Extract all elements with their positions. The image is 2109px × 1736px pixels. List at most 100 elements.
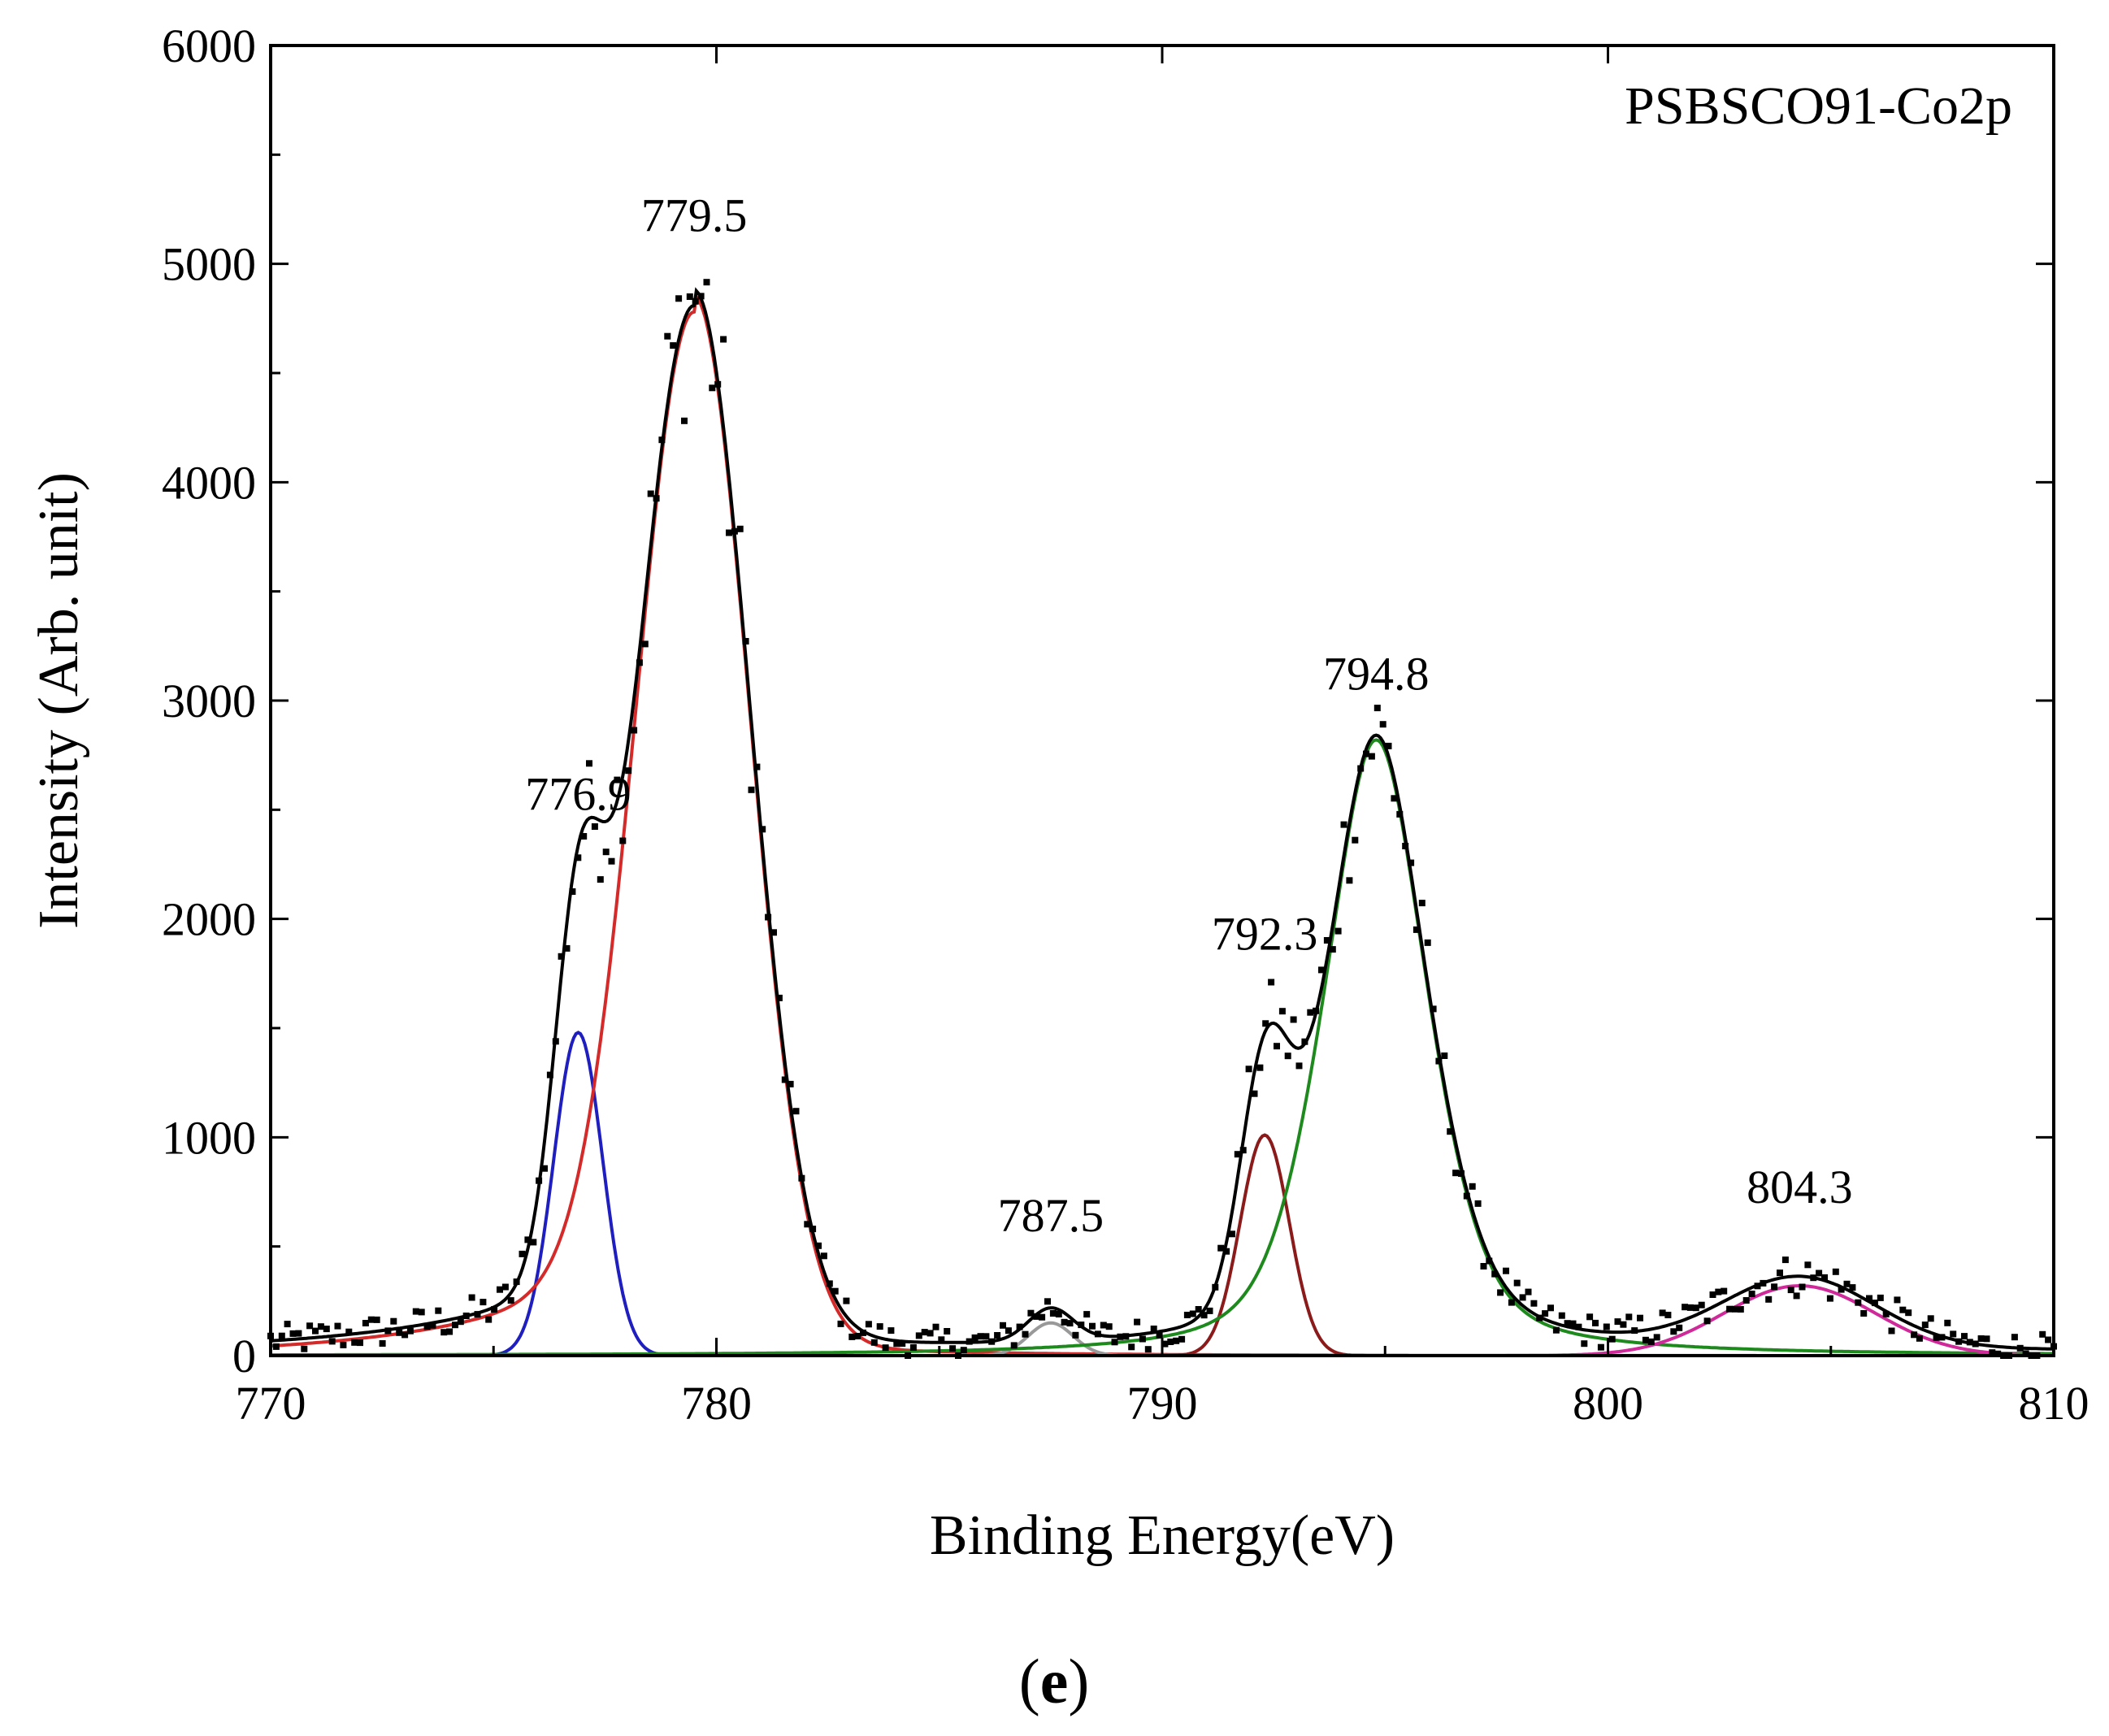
data-point	[1083, 1311, 1091, 1318]
annotation-peak-787-5: 787.5	[998, 1189, 1104, 1242]
data-point	[664, 332, 671, 340]
data-point	[653, 495, 660, 502]
data-point	[949, 1345, 957, 1352]
data-point	[1664, 1312, 1672, 1318]
data-point	[1966, 1339, 1973, 1346]
data-point	[792, 1108, 800, 1115]
data-point	[1603, 1323, 1610, 1330]
data-point	[1066, 1320, 1074, 1327]
data-point	[1530, 1300, 1538, 1307]
data-point	[1334, 927, 1342, 935]
data-point	[921, 1329, 928, 1336]
data-point	[625, 767, 632, 775]
data-point	[597, 876, 604, 883]
data-point	[312, 1327, 319, 1335]
data-point	[870, 1339, 878, 1346]
data-point	[1777, 1269, 1783, 1277]
data-point	[748, 786, 755, 793]
data-point	[692, 297, 699, 305]
data-point	[317, 1323, 324, 1330]
data-point	[418, 1309, 425, 1316]
data-point	[1239, 1147, 1247, 1154]
data-point	[1430, 1005, 1437, 1013]
data-point	[697, 293, 705, 300]
data-point	[1229, 1230, 1235, 1238]
data-point	[1944, 1319, 1951, 1326]
data-point	[1094, 1330, 1101, 1338]
data-point	[1200, 1312, 1208, 1319]
data-point	[1139, 1335, 1146, 1343]
data-point	[731, 527, 738, 535]
data-point	[1781, 1256, 1789, 1264]
peak-labels: 776.9 779.5 787.5 792.3 794.8 804.3	[525, 189, 1852, 1241]
ticks: 770 780 790 800 810 0 1000 2000 3000 4000 5000 6000	[162, 20, 2089, 1430]
data-point	[569, 888, 576, 895]
y-axis-title: Intensity (Arb. unit)	[28, 472, 90, 929]
data-point	[843, 1297, 850, 1304]
data-point	[586, 760, 592, 767]
data-point	[742, 638, 749, 644]
data-point	[423, 1323, 431, 1330]
data-point	[1536, 1314, 1543, 1322]
data-point	[854, 1333, 861, 1339]
data-point	[1513, 1279, 1521, 1287]
data-point	[831, 1287, 839, 1295]
data-point	[334, 1322, 341, 1330]
data-point	[1793, 1292, 1800, 1300]
caption-letter: e	[1040, 1646, 1069, 1716]
data-point	[1821, 1274, 1828, 1281]
data-point	[351, 1339, 358, 1346]
data-point	[1323, 937, 1330, 944]
data-point	[887, 1327, 895, 1335]
data-point	[1016, 1323, 1023, 1330]
data-point	[658, 436, 666, 444]
data-point	[429, 1322, 436, 1329]
data-point	[1586, 1313, 1594, 1321]
data-point	[1150, 1326, 1157, 1332]
data-point	[468, 1294, 475, 1301]
data-point	[775, 994, 783, 1001]
data-point	[1732, 1305, 1738, 1313]
data-point	[1810, 1274, 1817, 1282]
data-point	[1313, 1007, 1320, 1014]
data-point	[1765, 1295, 1773, 1303]
data-point	[546, 1071, 553, 1078]
data-point	[1340, 821, 1347, 828]
data-point	[1905, 1309, 1912, 1317]
data-point	[1709, 1291, 1716, 1298]
data-point	[1542, 1310, 1549, 1317]
data-point	[619, 837, 627, 844]
x-tick-label: 810	[2019, 1377, 2089, 1430]
data-point	[1480, 1263, 1487, 1269]
data-point	[1849, 1284, 1856, 1291]
data-point	[295, 1330, 302, 1337]
annotation-peak-776-9: 776.9	[525, 767, 631, 820]
data-point	[1307, 1009, 1314, 1016]
data-point	[1491, 1270, 1499, 1278]
data-point	[1385, 742, 1392, 749]
data-point	[926, 1330, 934, 1337]
x-tick-label: 770	[236, 1377, 306, 1430]
data-point	[1955, 1338, 1963, 1345]
data-point	[736, 525, 744, 532]
data-point	[390, 1317, 397, 1325]
y-tick-label: 6000	[162, 20, 256, 72]
data-point	[1916, 1335, 1923, 1342]
data-point	[1961, 1333, 1968, 1340]
data-point	[1441, 1052, 1448, 1059]
data-point	[1620, 1321, 1627, 1328]
data-point	[1558, 1312, 1565, 1319]
data-point	[1039, 1313, 1046, 1321]
data-point	[1855, 1299, 1862, 1306]
data-point	[1234, 1151, 1241, 1158]
data-point	[1927, 1315, 1934, 1322]
data-point	[2039, 1330, 2046, 1338]
data-point	[1424, 939, 1431, 946]
x-tick-label: 800	[1573, 1377, 1643, 1430]
data-point	[944, 1328, 951, 1335]
data-point	[893, 1340, 900, 1348]
data-point	[915, 1332, 922, 1339]
data-point	[340, 1341, 347, 1348]
annotation-peak-779-5: 779.5	[641, 189, 748, 241]
data-point	[675, 295, 683, 302]
